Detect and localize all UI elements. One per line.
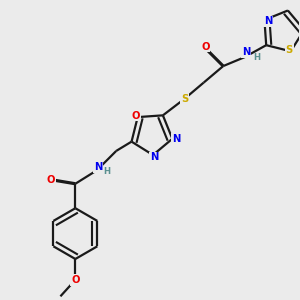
Text: N: N bbox=[242, 47, 250, 57]
Text: N: N bbox=[150, 152, 159, 162]
Text: S: S bbox=[181, 94, 188, 104]
Text: N: N bbox=[94, 162, 103, 172]
Text: O: O bbox=[132, 111, 140, 121]
Text: O: O bbox=[46, 175, 55, 185]
Text: O: O bbox=[71, 275, 80, 285]
Text: H: H bbox=[103, 167, 110, 176]
Text: N: N bbox=[264, 16, 272, 26]
Text: O: O bbox=[201, 42, 209, 52]
Text: N: N bbox=[172, 134, 180, 144]
Text: H: H bbox=[254, 53, 261, 62]
Text: S: S bbox=[286, 45, 293, 55]
